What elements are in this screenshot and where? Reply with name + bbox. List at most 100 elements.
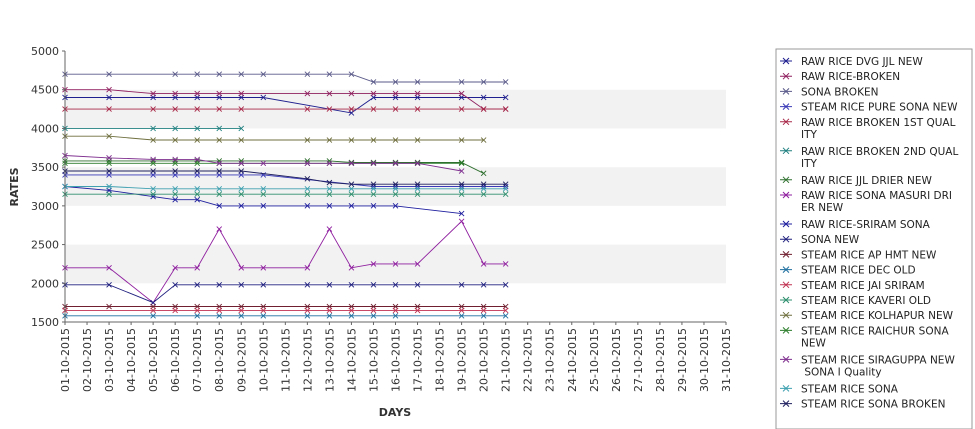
x-tick-label: 13-10-2015 xyxy=(323,328,336,392)
x-tick-label: 29-10-2015 xyxy=(676,328,689,392)
data-point xyxy=(106,264,112,271)
data-point xyxy=(326,106,333,112)
data-point xyxy=(106,282,112,288)
data-point xyxy=(304,90,311,97)
grid-band xyxy=(65,205,726,245)
data-point xyxy=(150,168,156,174)
data-point xyxy=(348,282,355,288)
data-point xyxy=(172,307,178,314)
data-point xyxy=(194,168,201,174)
data-point xyxy=(502,94,509,101)
data-point xyxy=(304,307,311,314)
data-point xyxy=(150,191,156,198)
data-point xyxy=(238,203,245,209)
data-point xyxy=(326,137,333,143)
data-point xyxy=(216,90,223,97)
data-point xyxy=(150,186,156,192)
legend-label: RAW RICE-SRIRAM SONA xyxy=(801,219,931,231)
data-point xyxy=(216,307,223,314)
data-point xyxy=(150,156,156,163)
data-point xyxy=(172,106,178,112)
x-tick-labels: 01-10-2015 02-10-2015 03-10-2015 04-10-2015… xyxy=(59,322,733,392)
legend-marker xyxy=(780,88,792,95)
data-point xyxy=(326,186,333,192)
data-point xyxy=(106,168,112,174)
data-point xyxy=(238,71,245,78)
legend-item: SONA BROKEN xyxy=(780,86,878,98)
data-point xyxy=(216,282,223,288)
data-point xyxy=(238,312,245,319)
data-point xyxy=(106,303,112,310)
legend: RAW RICE DVG JJL NEW RAW RICE-BROKEN SONA … xyxy=(775,48,973,429)
x-tick-label: 27-10-2015 xyxy=(632,328,645,392)
legend-item: RAW RICE BROKEN 1ST QUAL ITY xyxy=(780,117,956,141)
data-point xyxy=(216,226,223,232)
data-point xyxy=(414,186,421,192)
y-tick-label: 3500 xyxy=(31,161,59,174)
x-tick-label: 07-10-2015 xyxy=(191,328,204,392)
legend-label: STEAM RICE RAICHUR SONA NEW xyxy=(801,325,952,349)
y-tick-label: 4500 xyxy=(31,84,59,97)
data-point xyxy=(480,94,487,101)
series-7 xyxy=(62,158,487,177)
data-point xyxy=(172,71,178,78)
data-point xyxy=(260,312,267,319)
data-point xyxy=(326,160,333,167)
series-6 xyxy=(62,125,245,132)
data-point xyxy=(260,203,267,209)
legend-marker xyxy=(780,327,792,334)
data-point xyxy=(260,71,267,78)
data-point xyxy=(348,181,355,187)
data-point xyxy=(260,264,267,271)
data-point xyxy=(194,71,201,78)
data-point xyxy=(392,160,399,167)
data-point xyxy=(458,183,465,190)
data-point xyxy=(106,133,112,139)
data-point xyxy=(150,193,156,200)
data-point xyxy=(480,191,487,198)
data-point xyxy=(238,158,245,164)
data-point xyxy=(370,203,377,209)
data-point xyxy=(194,90,201,97)
data-point xyxy=(304,106,311,112)
legend-item: STEAM RICE KOLHAPUR NEW xyxy=(780,310,954,322)
data-point xyxy=(348,71,355,78)
data-point xyxy=(370,307,377,314)
data-point xyxy=(458,159,465,166)
x-tick-label: 04-10-2015 xyxy=(125,328,138,392)
data-point xyxy=(238,125,245,132)
data-point xyxy=(304,158,311,164)
data-point xyxy=(326,179,333,186)
data-point xyxy=(304,282,311,288)
data-point xyxy=(194,282,201,288)
data-point xyxy=(304,264,311,271)
data-point xyxy=(502,307,509,314)
data-point xyxy=(106,94,112,101)
data-point xyxy=(414,106,421,112)
data-point xyxy=(106,71,112,78)
data-point xyxy=(502,282,509,288)
x-tick-label: 05-10-2015 xyxy=(147,328,160,392)
series-line xyxy=(65,89,506,110)
legend-label: SONA NEW xyxy=(801,234,860,246)
data-point xyxy=(326,226,333,232)
data-point xyxy=(392,282,399,288)
data-point xyxy=(260,191,267,198)
legend-label: RAW RICE SONA MASURI DRI ER NEW xyxy=(801,190,952,214)
x-tick-label: 20-10-2015 xyxy=(478,328,491,392)
x-tick-label: 14-10-2015 xyxy=(345,328,358,392)
series-19 xyxy=(62,168,509,187)
data-point xyxy=(392,159,399,166)
y-tick-label: 1500 xyxy=(31,316,59,329)
legend-marker xyxy=(780,296,792,304)
data-point xyxy=(392,181,399,187)
x-tick-label: 08-10-2015 xyxy=(213,328,226,392)
data-point xyxy=(216,191,223,198)
series-15 xyxy=(62,133,487,143)
legend-marker xyxy=(780,118,792,126)
data-point xyxy=(480,181,487,187)
data-point xyxy=(348,160,355,167)
data-point xyxy=(480,312,487,319)
data-point xyxy=(238,106,245,112)
legend-item: STEAM RICE SONA BROKEN xyxy=(780,399,945,411)
